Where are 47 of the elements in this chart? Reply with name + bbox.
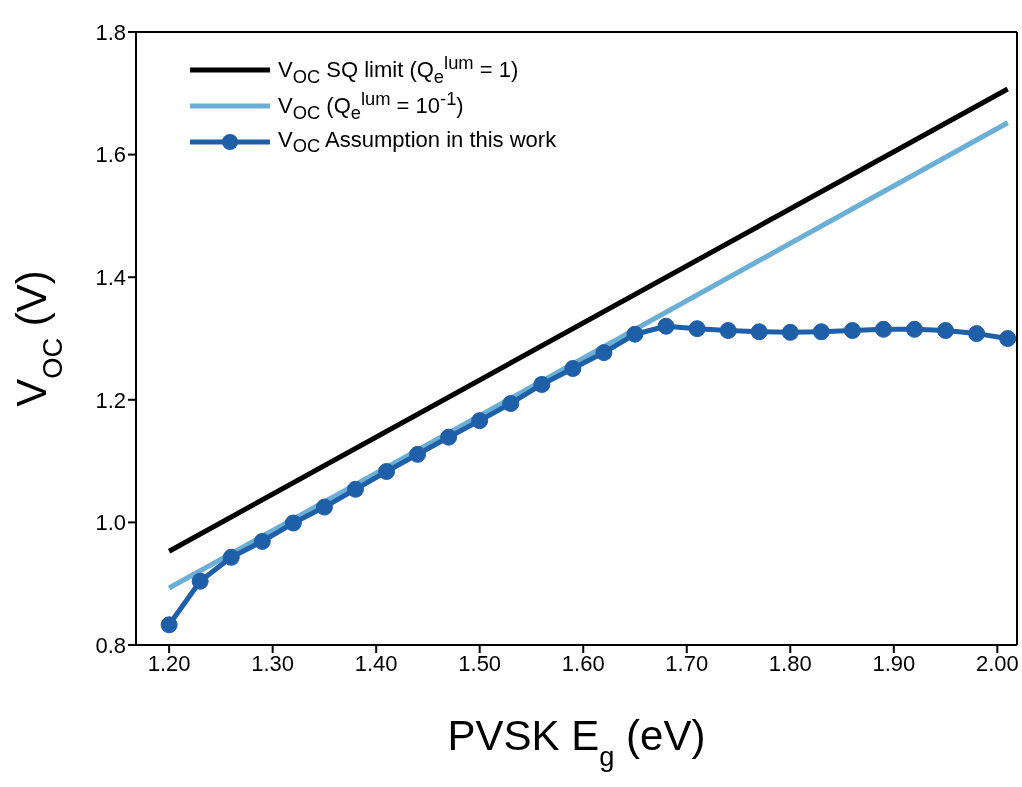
legend-label: V$_{OC}$ SQ limit (Q$_{e}$$^{lum}$ = 1) (278, 52, 519, 88)
point (874, 320, 892, 338)
point (533, 375, 551, 393)
y-tick-label: 1.6 (95, 142, 126, 168)
legend-label: V$_{OC}$ Assumption in this work (278, 126, 557, 158)
point (781, 323, 799, 341)
point (657, 317, 675, 335)
point (719, 322, 737, 340)
point (750, 323, 768, 341)
x-tick-label: 1.40 (354, 650, 398, 676)
point (471, 412, 489, 430)
point (999, 330, 1017, 347)
point (688, 320, 706, 338)
point (253, 532, 271, 550)
point (564, 360, 582, 378)
point (843, 322, 861, 340)
point (440, 428, 458, 446)
point (595, 344, 613, 362)
point (191, 572, 209, 590)
point (968, 325, 986, 343)
point (937, 322, 955, 340)
y-tick-label: 0.8 (95, 632, 126, 658)
x-tick-label: 1.70 (665, 650, 709, 676)
x-axis-title: PVSK E$_{g}$ (eV) (447, 712, 706, 772)
point (315, 498, 333, 516)
point (284, 514, 302, 532)
point (222, 548, 240, 566)
point (626, 325, 644, 343)
point (346, 480, 364, 498)
point (409, 445, 427, 463)
point (160, 616, 178, 634)
legend-label: V$_{OC}$ (Q$_{e}$$^{lum}$ = 10$^{-1}$) (278, 88, 464, 124)
x-tick-label: 1.80 (768, 650, 812, 676)
x-tick-label: 1.60 (561, 650, 605, 676)
x-tick-label: 1.20 (147, 650, 191, 676)
y-tick-label: 1.4 (95, 265, 126, 291)
y-tick-label: 1.0 (95, 510, 126, 536)
x-tick-label: 1.50 (458, 650, 502, 676)
x-tick-label: 2.00 (975, 650, 1019, 676)
x-tick-label: 1.90 (872, 650, 916, 676)
x-tick-label: 1.30 (251, 650, 295, 676)
y-tick-label: 1.8 (95, 19, 126, 45)
point (906, 320, 924, 338)
y-tick-label: 1.2 (95, 387, 126, 413)
point (812, 323, 830, 341)
point (378, 463, 396, 481)
point (502, 394, 520, 412)
